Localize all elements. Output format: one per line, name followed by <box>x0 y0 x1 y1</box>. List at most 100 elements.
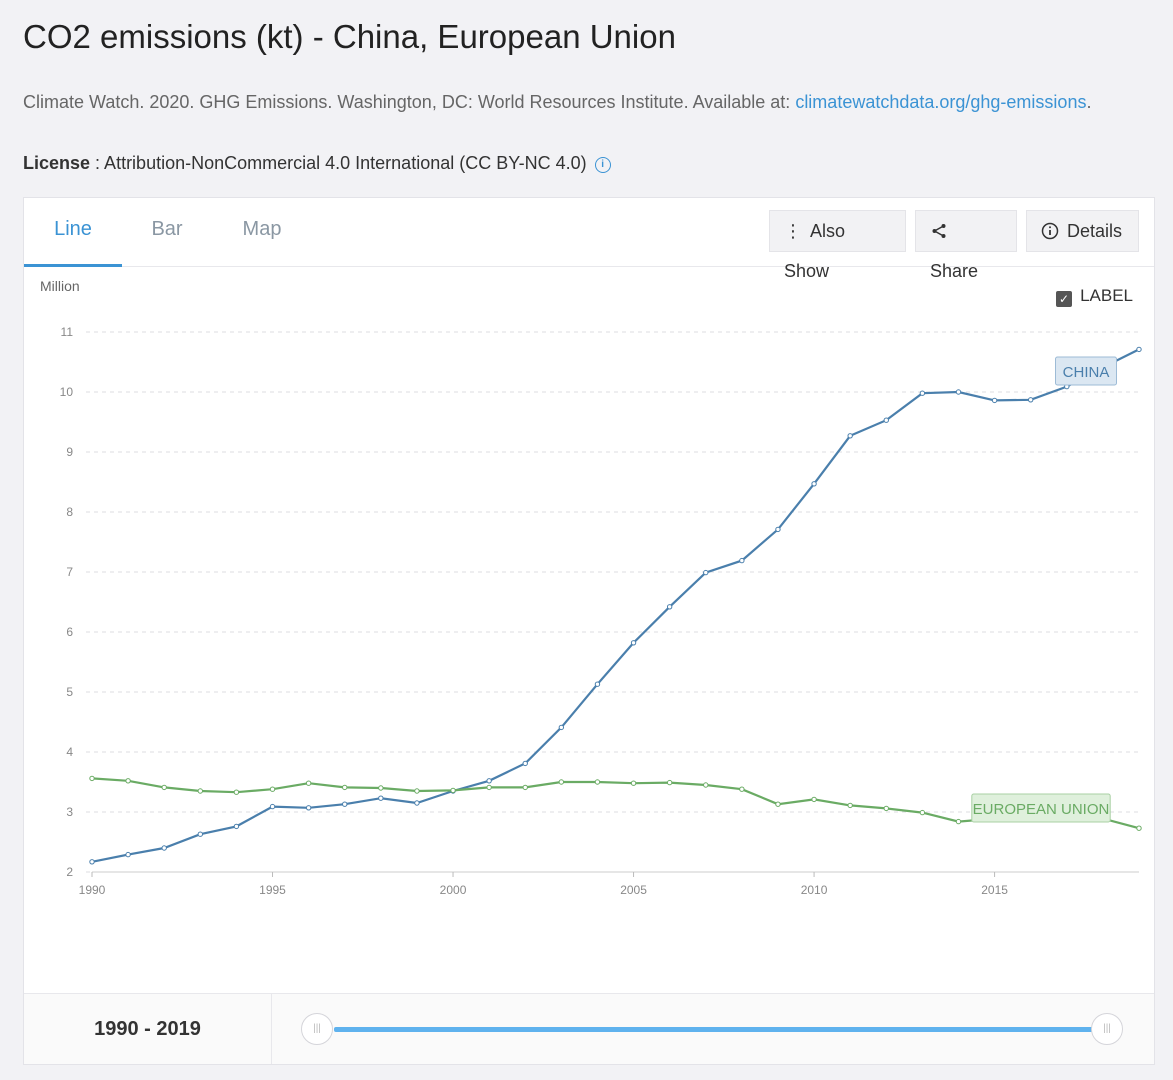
data-point <box>89 859 95 865</box>
data-point <box>1136 346 1142 353</box>
data-point <box>594 779 601 785</box>
y-axis-unit: Million <box>40 278 80 294</box>
also-show-button[interactable]: ⋮ Also Show <box>769 210 906 281</box>
data-point <box>305 780 312 786</box>
data-point <box>847 802 853 809</box>
x-tick-label: 2005 <box>620 883 647 897</box>
data-point <box>486 784 492 791</box>
data-point <box>197 831 204 837</box>
data-point <box>955 389 962 395</box>
range-handle-end[interactable]: ||| <box>1091 1013 1123 1045</box>
more-vertical-icon: ⋮ <box>784 221 802 241</box>
data-point <box>558 724 565 731</box>
range-track[interactable] <box>334 1027 1106 1032</box>
data-point <box>342 801 348 807</box>
range-handle-start[interactable]: ||| <box>301 1013 333 1045</box>
data-point <box>847 433 853 439</box>
y-tick-label: 8 <box>66 505 73 519</box>
data-point <box>883 805 889 812</box>
chart-card: Line Bar Map ⋮ Also Show Share Details <box>23 197 1155 1065</box>
data-point <box>125 851 131 858</box>
data-point <box>522 760 528 767</box>
data-point <box>161 784 167 791</box>
share-icon <box>930 211 948 251</box>
x-tick-label: 2015 <box>981 883 1008 897</box>
x-tick-label: 2000 <box>440 883 467 897</box>
info-circle-icon <box>1041 211 1059 251</box>
details-button[interactable]: Details <box>1026 210 1139 252</box>
y-tick-label: 11 <box>61 325 74 339</box>
range-footer: 1990 - 2019 ||| ||| <box>24 993 1154 1064</box>
series-line-china <box>91 348 1140 863</box>
range-label: 1990 - 2019 <box>24 994 272 1064</box>
data-point <box>775 526 781 533</box>
data-point <box>414 800 420 806</box>
checkbox-checked-icon[interactable]: ✓ <box>1056 291 1073 307</box>
source-text: Climate Watch. 2020. GHG Emissions. Wash… <box>23 92 796 112</box>
data-point <box>89 775 95 782</box>
data-point <box>955 818 962 825</box>
y-tick-label: 3 <box>66 805 73 819</box>
data-point <box>666 604 673 610</box>
data-point <box>342 784 348 791</box>
y-tick-label: 7 <box>66 565 73 579</box>
series-label: EUROPEAN UNION <box>973 801 1110 818</box>
y-tick-label: 4 <box>66 745 73 759</box>
source-citation: Climate Watch. 2020. GHG Emissions. Wash… <box>23 86 1143 118</box>
data-point <box>197 788 204 794</box>
line-chart: 2 3 4 5 6 7 8 9 10 11 1990 1995 2000 2005 2010 2015 CHIN… <box>60 325 1142 897</box>
data-point <box>703 782 709 788</box>
data-point <box>558 779 565 785</box>
data-point <box>161 845 167 851</box>
data-point <box>233 789 240 795</box>
data-point <box>594 681 601 687</box>
data-point <box>703 569 709 576</box>
data-point <box>522 784 528 791</box>
tab-map[interactable]: Map <box>242 218 282 240</box>
info-icon[interactable]: i <box>594 157 611 173</box>
data-point <box>919 809 926 816</box>
data-point <box>125 778 131 784</box>
series-label-box <box>971 793 1111 823</box>
tab-line[interactable]: Line <box>24 198 122 267</box>
y-tick-label: 6 <box>66 625 73 639</box>
data-point <box>630 780 637 786</box>
data-point <box>811 796 817 803</box>
data-point <box>378 785 384 791</box>
y-tick-label: 2 <box>66 865 73 879</box>
source-link[interactable]: climatewatchdata.org/ghg-emissions <box>795 92 1087 112</box>
license: License : Attribution-NonCommercial 4.0 … <box>23 153 611 174</box>
series-line-european-union <box>91 777 1140 830</box>
data-point <box>450 787 456 794</box>
y-tick-label: 5 <box>66 685 73 699</box>
data-point <box>1136 825 1142 831</box>
data-point <box>233 823 240 830</box>
data-point <box>811 481 817 487</box>
data-point <box>739 786 745 792</box>
data-point <box>739 557 745 564</box>
x-tick-label: 1990 <box>79 883 106 897</box>
data-point <box>630 640 637 646</box>
x-tick-label: 2010 <box>801 883 828 897</box>
data-point <box>269 803 276 810</box>
data-point <box>991 397 998 404</box>
license-label: License <box>23 153 91 173</box>
data-point <box>919 390 926 396</box>
data-point <box>666 779 673 786</box>
series-label-box <box>1055 356 1117 386</box>
data-point <box>305 805 312 811</box>
x-tick-label: 1995 <box>259 883 286 897</box>
data-point <box>1027 397 1034 403</box>
view-tabs: Line Bar Map ⋮ Also Show Share Details <box>24 198 1154 281</box>
series-label: CHINA <box>1063 364 1110 381</box>
data-point <box>378 795 384 801</box>
data-point <box>414 788 420 794</box>
license-value: : Attribution-NonCommercial 4.0 Internat… <box>90 153 587 173</box>
tab-bar[interactable]: Bar <box>151 218 183 240</box>
share-button[interactable]: Share <box>915 210 1017 281</box>
y-tick-label: 9 <box>66 445 73 459</box>
data-point <box>486 778 492 784</box>
label-toggle[interactable]: ✓ LABEL <box>1056 286 1133 307</box>
page-title: CO2 emissions (kt) - China, European Uni… <box>23 18 676 55</box>
y-tick-label: 10 <box>60 385 74 399</box>
